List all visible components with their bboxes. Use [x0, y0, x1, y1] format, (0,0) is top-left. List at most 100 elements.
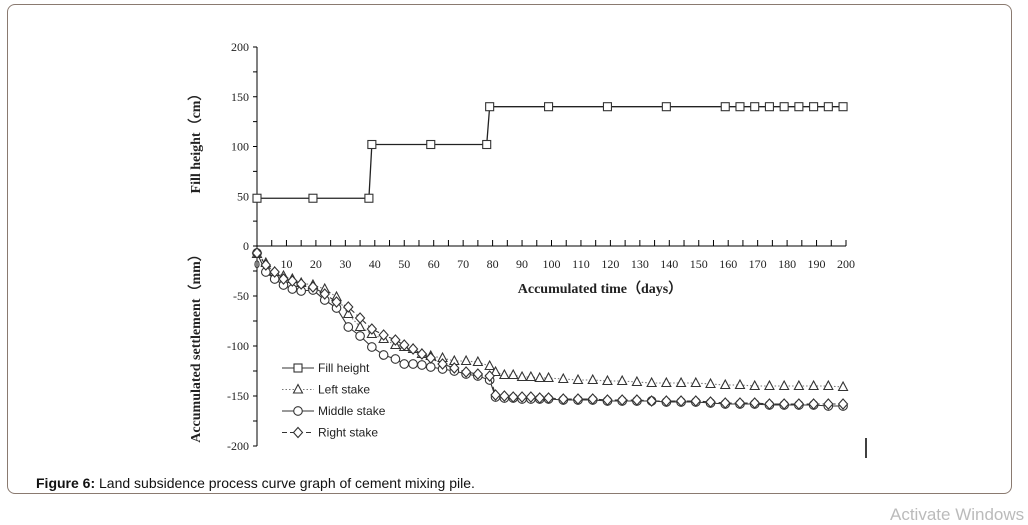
left-stake-point — [498, 368, 510, 380]
right-stake-point — [484, 370, 495, 382]
axes: 0 50 100 150 200 -50 -100 -150 -200 0 10 20 30 40 50 60… — [227, 40, 855, 453]
right-stake-point — [251, 247, 263, 259]
right-stake-point — [343, 301, 354, 313]
right-stake-point — [460, 366, 472, 378]
right-stake-point — [416, 348, 428, 360]
fill-height-line — [257, 106, 844, 199]
fill-height-point — [735, 102, 745, 112]
fill-height-point — [602, 102, 613, 112]
left-stake-point — [646, 376, 658, 388]
x-tick-label: 120 — [601, 257, 619, 271]
right-stake-point — [837, 398, 849, 410]
left-stake-point — [342, 307, 354, 319]
middle-stake-point — [367, 342, 377, 352]
right-stake-point — [295, 278, 307, 290]
right-stake-point — [675, 395, 687, 407]
x-tick-label: 170 — [749, 257, 767, 271]
legend-label: Left stake — [318, 383, 370, 397]
legend-right-stake: Right stake — [282, 426, 378, 440]
legend-fill-height: Fill height — [282, 361, 370, 375]
fill-height-point — [661, 102, 671, 112]
x-tick-label: 130 — [631, 257, 649, 271]
fill-height-point — [308, 193, 318, 203]
fill-height-point — [364, 193, 374, 203]
bottom-y-axis-title: Accumulated settlement（mm） — [188, 247, 204, 443]
right-stake-point — [690, 395, 702, 407]
fill-height-point — [750, 102, 760, 112]
right-stake-point — [437, 358, 448, 370]
left-stake-point — [543, 371, 554, 383]
left-stake-point — [837, 380, 849, 392]
middle-stake-point — [355, 331, 365, 341]
fill-height-point — [764, 102, 774, 112]
legend-label: Fill height — [318, 361, 370, 375]
right-stake-point — [793, 398, 805, 410]
right-stake-point — [378, 329, 389, 341]
right-stake-point — [602, 394, 613, 406]
middle-stake-point — [399, 359, 410, 369]
left-stake-point — [764, 379, 775, 391]
fill-height-point — [367, 139, 377, 150]
left-stake-point — [631, 375, 643, 387]
fill-height-point — [544, 102, 554, 112]
middle-stake-point — [408, 359, 418, 369]
x-tick-label: 40 — [369, 257, 381, 271]
left-stake-point — [719, 378, 731, 390]
top-y-axis-title: Fill height（cm） — [188, 87, 204, 194]
right-stake-point — [269, 266, 280, 278]
y-tick-label: 0 — [243, 239, 249, 253]
right-stake-point — [490, 389, 501, 401]
left-stake-point — [705, 377, 716, 389]
legend-marker — [293, 406, 303, 416]
fill-height-point — [252, 193, 262, 203]
right-stake-point — [354, 312, 366, 324]
left-stake-point — [749, 379, 761, 391]
activate-windows-watermark: Activate Windows — [890, 505, 1025, 524]
right-stake-point — [616, 394, 628, 406]
legend-label: Right stake — [318, 426, 378, 440]
caption-text: Land subsidence process curve graph of c… — [95, 475, 475, 491]
left-stake-point — [472, 355, 484, 367]
right-stake-point — [543, 392, 554, 404]
left-stake-point — [525, 370, 537, 382]
right-stake-point — [260, 259, 272, 271]
right-stake-point — [507, 391, 519, 403]
middle-stake-point — [425, 362, 436, 372]
fill-height-point — [779, 102, 789, 112]
left-stake-point — [507, 368, 519, 380]
right-stake-point — [534, 392, 545, 404]
left-stake-point — [675, 376, 687, 388]
left-stake-point — [460, 354, 472, 366]
right-stake-point — [407, 343, 419, 355]
y-tick-label: 200 — [231, 40, 249, 54]
y-tick-label: -200 — [227, 439, 249, 453]
legend-marker — [293, 363, 303, 373]
x-tick-label: 30 — [339, 257, 351, 271]
left-stake-point — [490, 365, 501, 377]
x-tick-label: 60 — [428, 257, 440, 271]
right-stake-point — [390, 334, 401, 346]
left-stake-point — [778, 379, 790, 391]
legend-label: Middle stake — [318, 404, 386, 418]
middle-stake-point — [343, 322, 354, 332]
left-stake-point — [822, 379, 834, 391]
right-stake-point — [808, 398, 819, 410]
right-stake-point — [331, 296, 342, 308]
right-stake-point — [366, 323, 378, 335]
x-tick-label: 70 — [457, 257, 469, 271]
legend-marker — [292, 426, 304, 439]
x-tick-label: 10 — [280, 257, 292, 271]
middle-stake-point — [378, 350, 389, 360]
x-tick-label: 160 — [719, 257, 737, 271]
fill-height-point — [485, 102, 495, 112]
left-stake-point — [516, 370, 528, 382]
y-tick-label: 100 — [231, 140, 249, 154]
x-tick-label: 150 — [690, 257, 708, 271]
legend: Fill height Left stake Middle stake Right s… — [282, 361, 386, 440]
right-stake-point — [319, 288, 330, 300]
fill-height-point — [794, 102, 804, 112]
fill-height-point — [809, 102, 819, 112]
legend-marker — [292, 383, 304, 394]
left-stake-point — [587, 373, 599, 385]
right-stake-point — [287, 275, 298, 287]
